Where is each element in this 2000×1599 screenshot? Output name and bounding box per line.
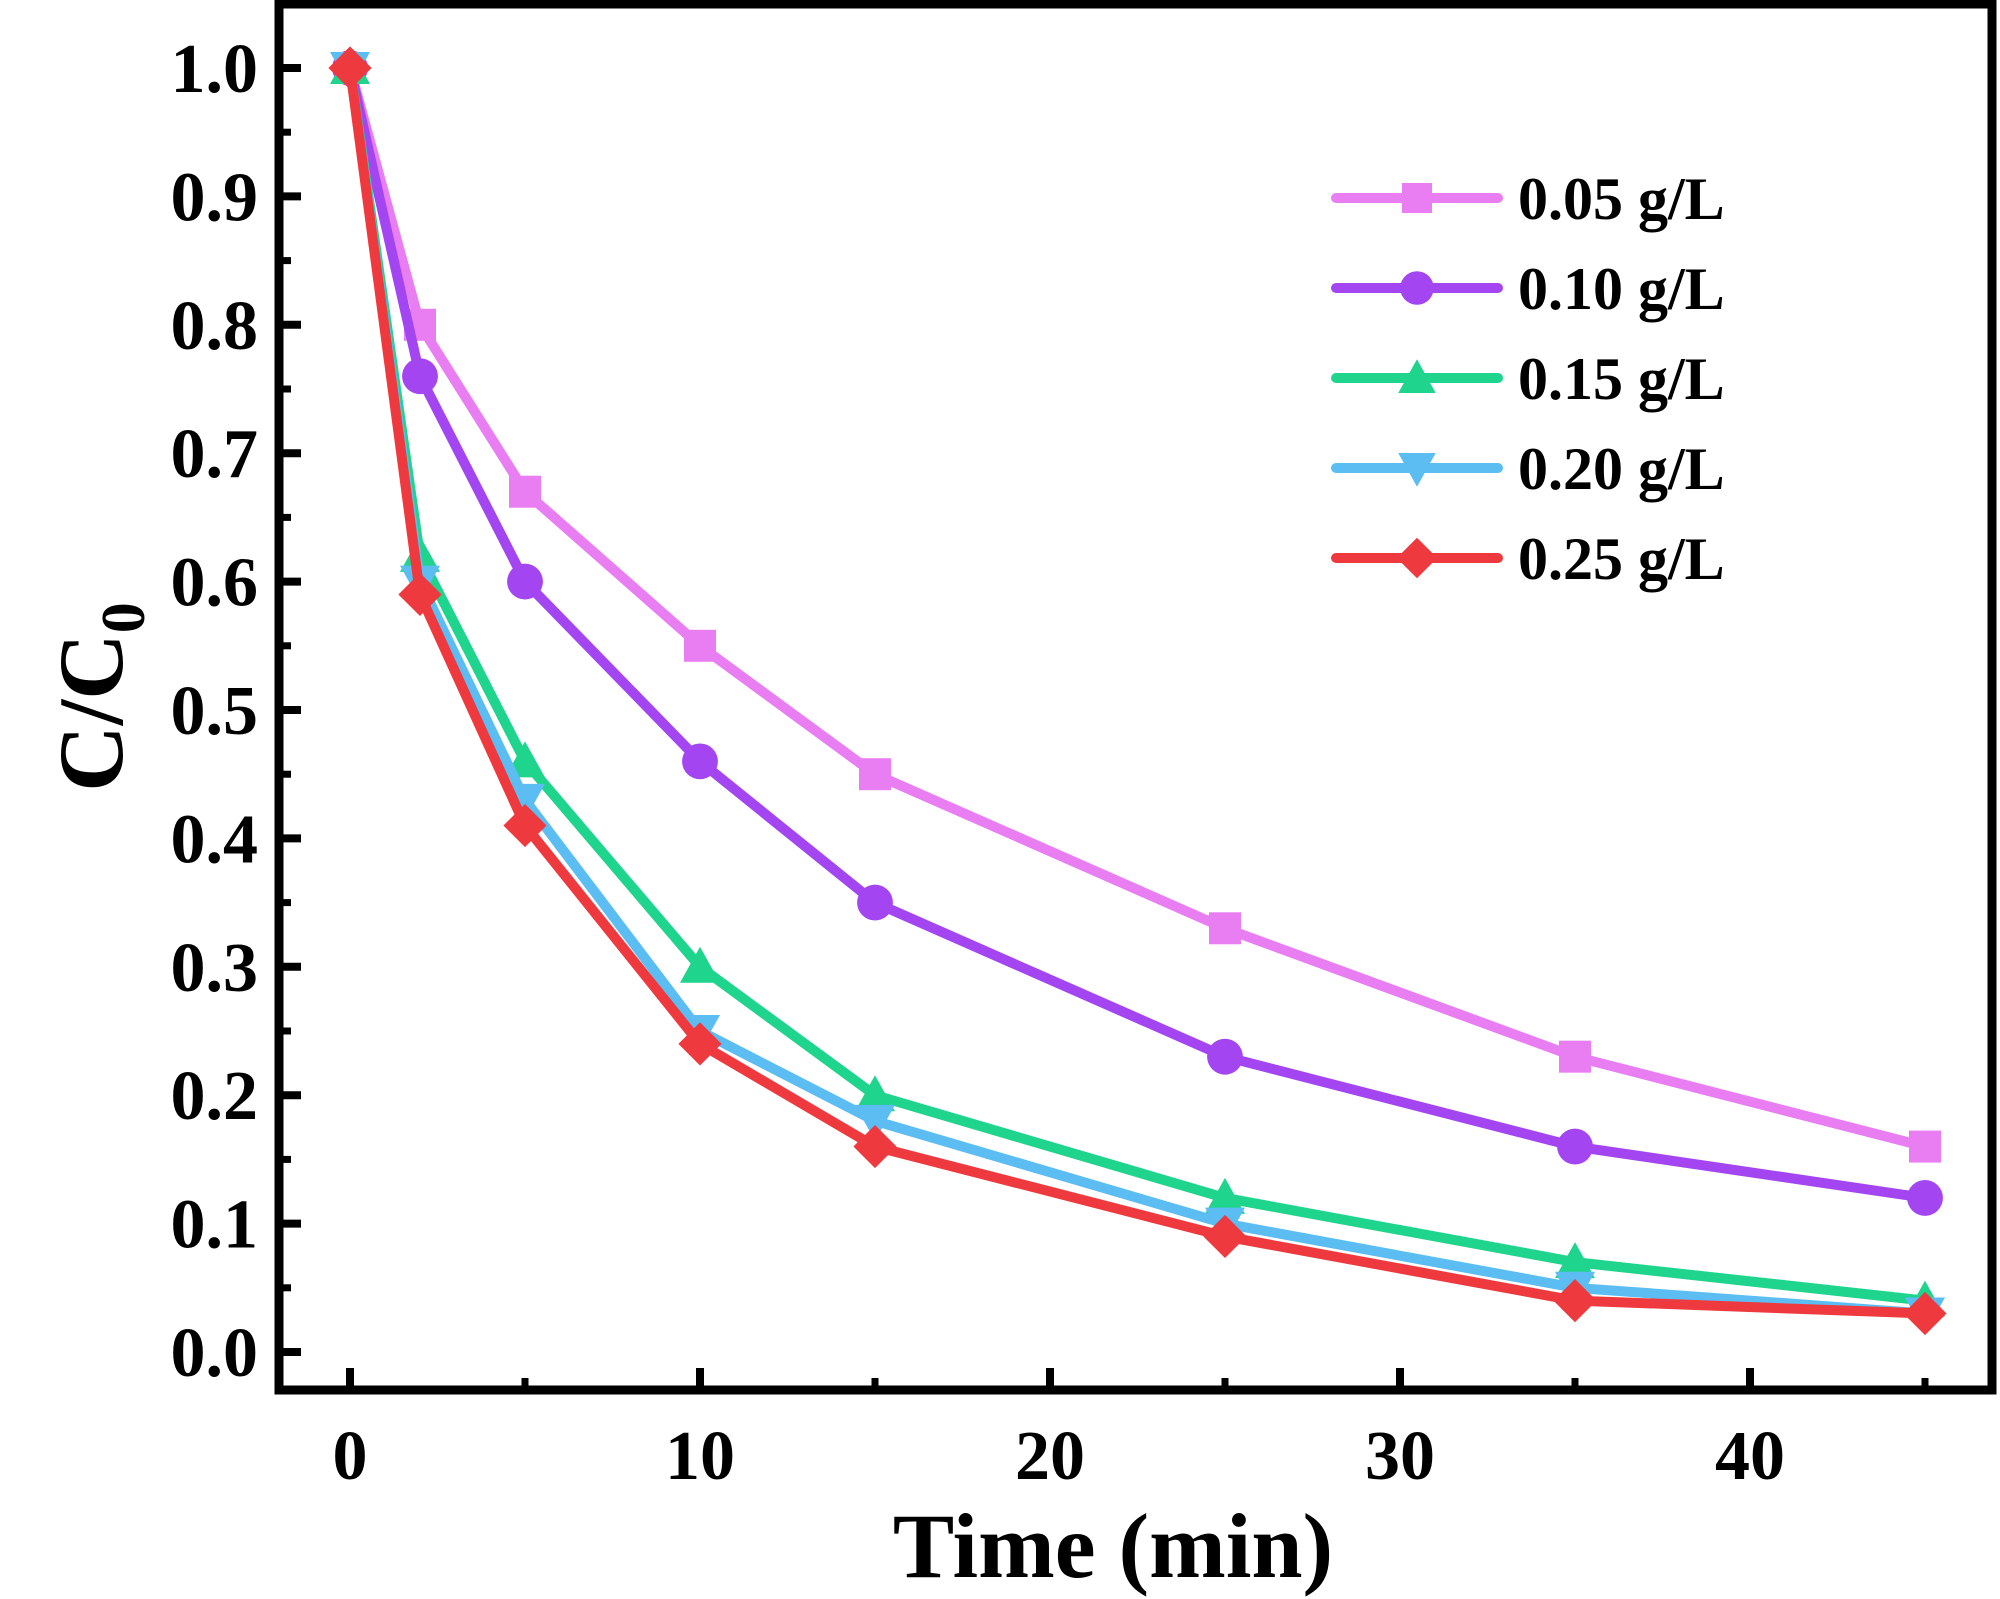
y-tick-label: 0.1: [171, 1187, 259, 1264]
series-0-10-g-L: [332, 50, 1943, 1216]
data-point: [507, 563, 543, 600]
legend-label: 0.20 g/L: [1518, 436, 1725, 502]
data-point: [684, 629, 716, 662]
legend-item: 0.25 g/L: [1331, 526, 1725, 592]
data-point: [1553, 1279, 1597, 1323]
data-point: [509, 475, 541, 508]
axes: 0.0 0.1 0.2 0.3 0.4 0.5 0.6 0.7 0.8 0.9 1.0 0 10 20 30…: [171, 31, 1929, 1495]
data-point: [1203, 1214, 1247, 1259]
data-point: [853, 1124, 897, 1169]
y-axis-title: C/C0: [40, 602, 158, 791]
data-point: [857, 884, 893, 921]
y-tick-label: 0.9: [171, 159, 259, 236]
legend-item: 0.05 g/L: [1331, 166, 1725, 232]
x-axis-title: Time (min): [893, 1495, 1333, 1597]
y-tick-label: 0.6: [171, 545, 259, 622]
y-tick-label: 0.0: [171, 1315, 259, 1392]
data-point: [855, 1075, 895, 1112]
data-point: [855, 1104, 895, 1141]
legend-item: 0.10 g/L: [1331, 256, 1725, 322]
legend-label: 0.05 g/L: [1518, 166, 1725, 232]
legend-marker: [1400, 271, 1434, 305]
legend-label: 0.15 g/L: [1518, 346, 1725, 412]
data-point: [328, 46, 372, 90]
y-tick-label: 0.4: [171, 801, 259, 878]
data-point: [1205, 1177, 1245, 1214]
series-0-25-g-L: [328, 46, 1947, 1336]
data-point: [1907, 1180, 1943, 1216]
legend-marker: [1396, 537, 1438, 579]
y-tick-label: 0.7: [171, 416, 259, 493]
series-line: [345, 63, 1930, 1306]
series-layer: [328, 46, 1947, 1336]
legend-marker: [1398, 453, 1436, 487]
y-tick-label: 0.5: [171, 673, 259, 750]
series-line: [345, 63, 1930, 1203]
data-point: [402, 358, 438, 395]
x-tick-label: 30: [1365, 1418, 1435, 1495]
legend-marker: [1402, 183, 1432, 213]
data-point: [1207, 1038, 1243, 1075]
data-point: [503, 803, 547, 848]
y-tick-label: 0.3: [171, 930, 259, 1007]
x-tick-label: 10: [665, 1418, 735, 1495]
data-point: [1209, 912, 1241, 945]
series-0-20-g-L: [330, 52, 1945, 1334]
y-tick-label: 0.8: [171, 288, 259, 365]
legend-label: 0.10 g/L: [1518, 256, 1725, 322]
plot-frame: [274, 0, 1997, 1395]
x-tick-label: 40: [1715, 1418, 1785, 1495]
x-tick-label: 0: [333, 1418, 368, 1495]
data-point: [682, 743, 718, 780]
data-point: [859, 758, 891, 791]
legend-item: 0.20 g/L: [1331, 436, 1725, 502]
data-point: [678, 1022, 722, 1066]
y-tick-label: 1.0: [171, 31, 259, 108]
series-line: [345, 63, 1930, 1319]
data-point: [1555, 1242, 1595, 1279]
y-tick-label: 0.2: [171, 1058, 259, 1135]
legend: 0.05 g/L 0.10 g/L 0.15 g/L 0.20 g/L 0.25 g/L: [1331, 166, 1725, 592]
data-point: [1903, 1291, 1947, 1336]
legend-marker: [1398, 359, 1436, 393]
data-point: [1557, 1128, 1593, 1165]
data-point: [398, 572, 442, 617]
series-line: [345, 63, 1930, 1319]
y-axis-title-main: C/C: [40, 633, 142, 791]
legend-label: 0.25 g/L: [1518, 526, 1725, 592]
series-line: [345, 63, 1930, 1152]
data-point: [1559, 1040, 1591, 1073]
y-axis-title-subscript: 0: [90, 602, 158, 633]
legend-item: 0.15 g/L: [1331, 346, 1725, 412]
x-tick-label: 20: [1015, 1418, 1085, 1495]
series-0-15-g-L: [330, 48, 1945, 1317]
data-point: [1909, 1130, 1941, 1163]
data-point: [680, 946, 720, 983]
